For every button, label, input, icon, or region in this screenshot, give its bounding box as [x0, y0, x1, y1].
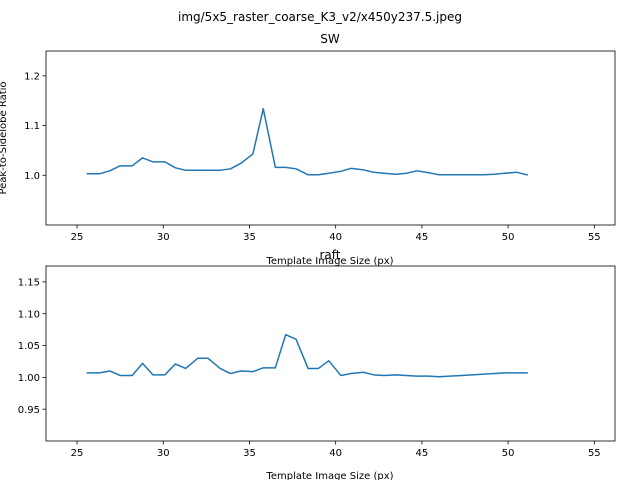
x-axis-label: Template Image Size (px) — [265, 471, 393, 480]
x-tick-label: 55 — [588, 232, 601, 243]
axes-frame — [45, 50, 616, 226]
y-axis-label: Peak-to-Sidelobe Ratio — [0, 81, 9, 194]
figure-title: img/5x5_raster_coarse_K3_v2/x450y237.5.j… — [178, 10, 462, 24]
x-tick-label: 50 — [502, 448, 515, 459]
x-tick-label: 30 — [157, 448, 170, 459]
y-tick-label: 1.1 — [24, 121, 40, 132]
series-group — [86, 333, 528, 378]
chart-sw: SW 25 30 35 40 45 50 55 1.0 1.1 1.2 Template Ima… — [0, 32, 616, 267]
chart-title: raft — [319, 248, 340, 262]
chart-raft: raft 25 30 35 40 45 50 55 0.95 1.00 1.05 1.10 1.15… — [18, 248, 616, 480]
y-tick-label: 1.0 — [24, 171, 40, 182]
axes-frame — [45, 265, 616, 442]
y-tick-label: 1.15 — [18, 278, 40, 289]
x-tick-label: 50 — [502, 232, 515, 243]
x-tick-label: 25 — [71, 232, 84, 243]
x-ticks: 25 30 35 40 45 50 55 — [71, 441, 601, 459]
x-tick-label: 40 — [329, 232, 342, 243]
y-tick-label: 1.05 — [18, 341, 40, 352]
x-ticks: 25 30 35 40 45 50 55 — [71, 225, 601, 243]
x-tick-label: 40 — [329, 448, 342, 459]
x-tick-label: 35 — [243, 232, 256, 243]
series-line-0 — [86, 107, 528, 176]
series-line-0 — [86, 333, 528, 378]
x-tick-label: 25 — [71, 448, 84, 459]
y-tick-label: 0.95 — [18, 405, 40, 416]
series-group — [86, 107, 528, 176]
y-ticks: 0.95 1.00 1.05 1.10 1.15 — [18, 278, 46, 416]
y-tick-label: 1.2 — [24, 71, 40, 82]
chart-title: SW — [320, 32, 340, 46]
x-tick-label: 45 — [416, 448, 429, 459]
x-tick-label: 55 — [588, 448, 601, 459]
y-tick-label: 1.00 — [18, 373, 40, 384]
x-tick-label: 30 — [157, 232, 170, 243]
y-tick-label: 1.10 — [18, 309, 40, 320]
x-tick-label: 45 — [416, 232, 429, 243]
x-tick-label: 35 — [243, 448, 256, 459]
y-ticks: 1.0 1.1 1.2 — [24, 71, 46, 182]
x-axis-label: Template Image Size (px) — [265, 256, 393, 267]
